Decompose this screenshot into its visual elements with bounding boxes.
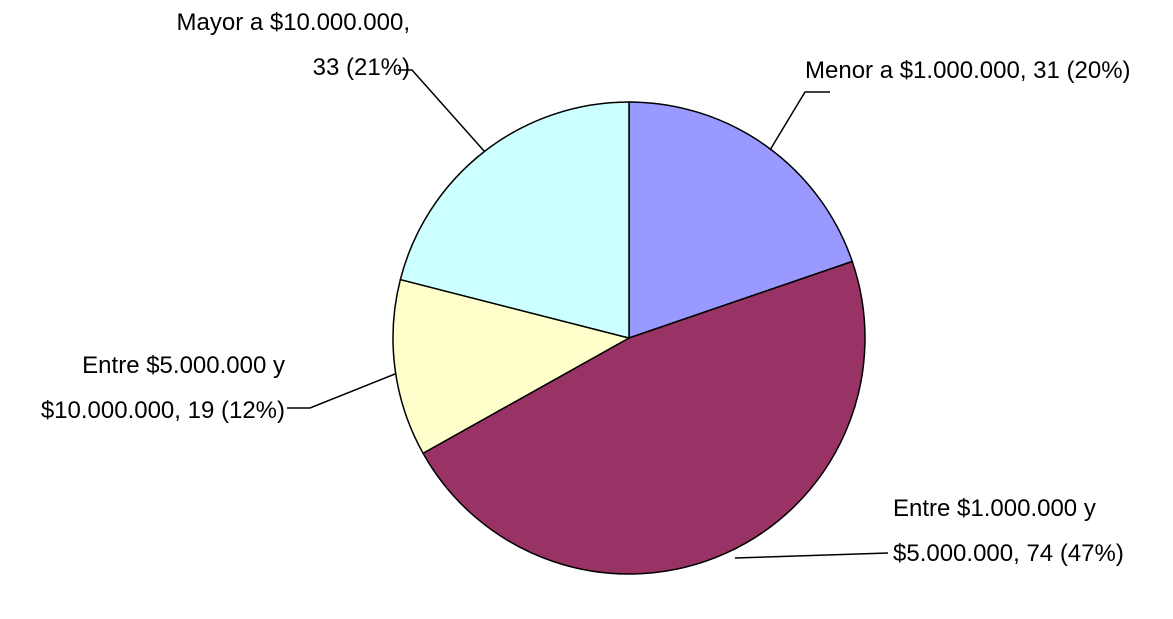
data-label: Entre $1.000.000 y $5.000.000, 74 (47%): [893, 495, 1124, 567]
leader-line: [734, 552, 889, 559]
leader-line: [398, 69, 486, 153]
data-label: Entre $5.000.000 y $10.000.000, 19 (12%): [40, 352, 285, 424]
data-label: Menor a $1.000.000, 31 (20%): [805, 57, 1131, 84]
leader-line: [287, 373, 396, 409]
data-label: Mayor a $10.000.000, 33 (21%): [176, 9, 411, 81]
leader-line: [769, 91, 830, 151]
pie-slice: [628, 101, 854, 340]
pie-slice: [422, 260, 866, 575]
